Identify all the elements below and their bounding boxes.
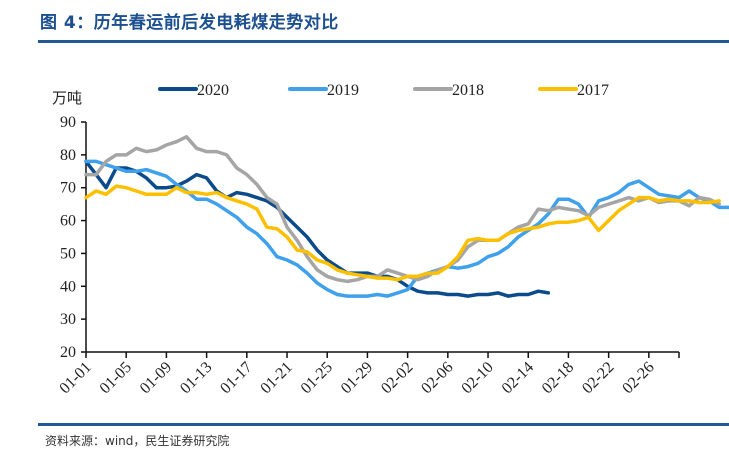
x-tick-label: 01-29 <box>338 359 376 397</box>
y-tick-label: 40 <box>60 278 76 295</box>
legend-label-2020: 2020 <box>197 82 229 99</box>
x-tick-label: 01-13 <box>177 359 215 397</box>
x-tick-label: 01-01 <box>56 359 94 397</box>
series-line-2020 <box>84 159 551 298</box>
figure-title: 图 4：历年春运前后发电耗煤走势对比 <box>40 13 339 33</box>
x-axis: 01-01 01-05 01-09 01-13 01-17 01-21 01-25 01-29… <box>56 351 680 397</box>
y-tick-label: 20 <box>60 344 76 361</box>
x-tick-label: 02-22 <box>579 359 617 397</box>
title-rule <box>38 40 729 43</box>
y-axis: 20 30 40 50 60 70 80 90 <box>60 114 87 361</box>
source-note: 资料来源：wind，民生证券研究院 <box>45 434 230 448</box>
series-line-2017 <box>84 184 721 282</box>
line-chart: 2020 2019 2018 2017 万吨 20 30 40 50 60 70 80 90 01-… <box>52 82 729 397</box>
legend-label-2019: 2019 <box>327 82 359 99</box>
x-tick-label: 02-02 <box>378 359 416 397</box>
x-tick-label: 01-17 <box>217 359 255 397</box>
series-line-2018 <box>84 135 721 284</box>
x-tick-label: 02-18 <box>539 359 577 397</box>
y-tick-label: 90 <box>60 114 76 131</box>
x-tick-label: 02-10 <box>458 359 496 397</box>
source-rule <box>38 423 729 426</box>
x-tick-label: 02-14 <box>499 359 537 397</box>
y-tick-label: 60 <box>60 213 76 230</box>
y-tick-label: 50 <box>60 245 76 262</box>
x-tick-label: 01-25 <box>298 359 336 397</box>
legend-label-2017: 2017 <box>577 82 609 99</box>
x-tick-label: 01-21 <box>257 359 295 397</box>
y-tick-label: 70 <box>60 180 76 197</box>
y-tick-label: 80 <box>60 147 76 164</box>
x-tick-label: 01-05 <box>97 359 135 397</box>
x-tick-label: 01-09 <box>137 359 175 397</box>
x-tick-label: 02-06 <box>418 359 456 397</box>
y-axis-unit-label: 万吨 <box>52 89 82 107</box>
y-tick-label: 30 <box>60 311 76 328</box>
legend: 2020 2019 2018 2017 <box>158 82 609 99</box>
series-lines <box>84 135 729 298</box>
x-tick-label: 02-26 <box>619 359 657 397</box>
legend-label-2018: 2018 <box>452 82 484 99</box>
